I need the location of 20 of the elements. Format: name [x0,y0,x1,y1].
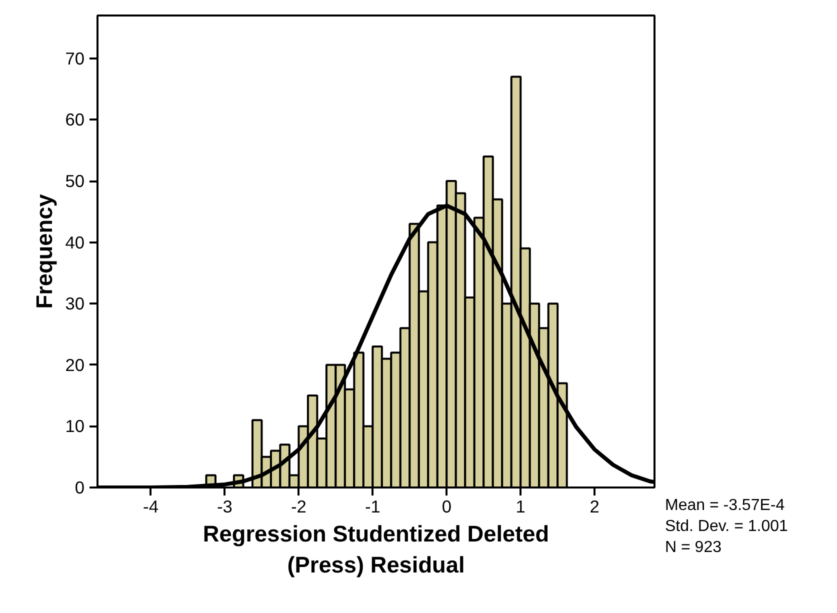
y-tick-label: 10 [65,416,85,436]
text: N = 923 [665,538,722,558]
text: Std. Dev. = 1.001 [665,517,788,537]
text: Mean = -3.57E-4 [665,496,786,516]
x-tick-label: -3 [217,496,232,516]
y-tick-label: 0 [74,478,85,498]
y-tick-label: 50 [65,171,85,192]
x-tick-label: -1 [364,496,380,516]
x-tick-label: 2 [590,496,600,516]
x-axis-title: Regression Studentized Deleted (Press) Residual [202,520,550,578]
x-tick-label: 0 [442,496,452,516]
x-tick-label: 1 [516,496,526,516]
y-axis-title: Frequency [31,194,58,309]
x-tick-label: -2 [290,496,306,516]
y-tick-label: 60 [65,110,85,130]
y-tick-label: 70 [65,48,85,68]
x-tick-label: -4 [143,496,159,516]
y-tick-label: 20 [65,354,85,375]
y-tick-label: 30 [65,294,85,314]
y-tick-label: 40 [65,232,85,252]
